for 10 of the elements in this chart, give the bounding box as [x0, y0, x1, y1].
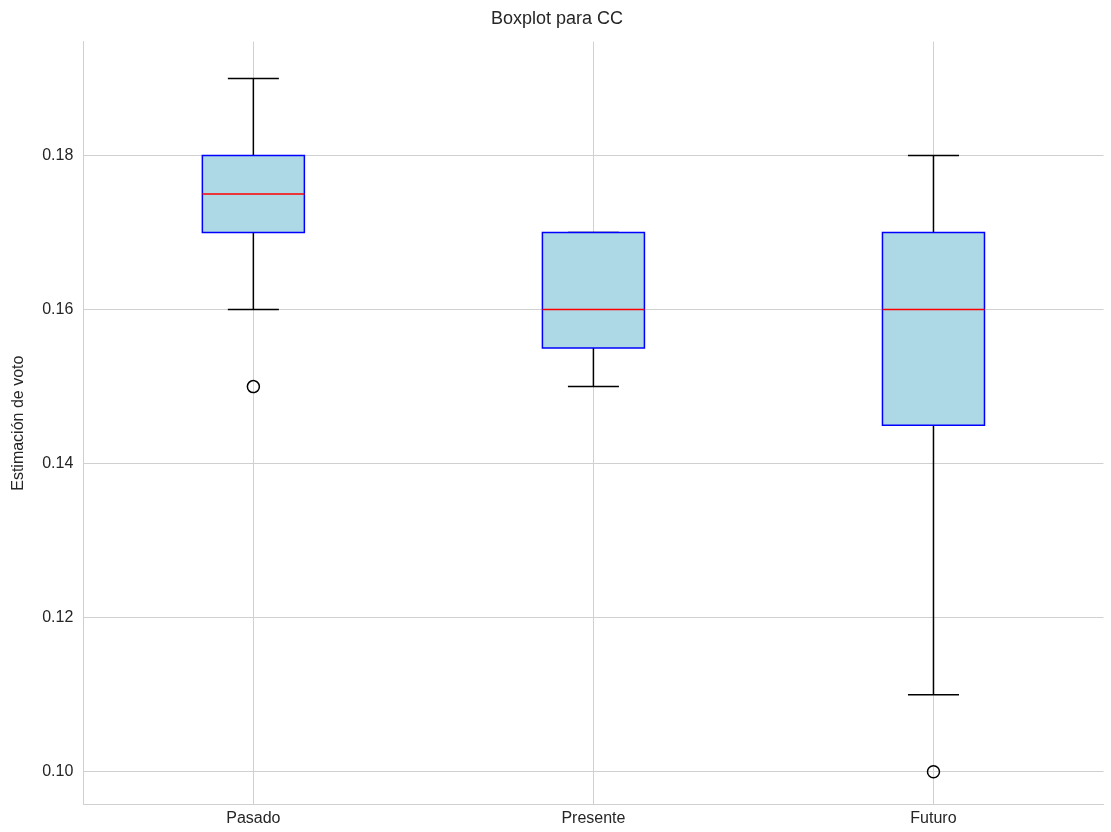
y-tick-label: 0.16: [42, 300, 74, 318]
x-tick-label: Pasado: [226, 808, 281, 826]
y-tick-label: 0.14: [42, 454, 74, 472]
x-tick-label: Futuro: [910, 808, 957, 826]
chart-title: Boxplot para CC: [490, 7, 624, 28]
x-tick-label: Presente: [561, 808, 626, 826]
y-tick-label: 0.10: [42, 762, 74, 780]
y-axis-title: Estimación de voto: [9, 355, 27, 491]
y-tick-label: 0.12: [42, 608, 74, 626]
y-tick-label: 0.18: [42, 145, 74, 163]
